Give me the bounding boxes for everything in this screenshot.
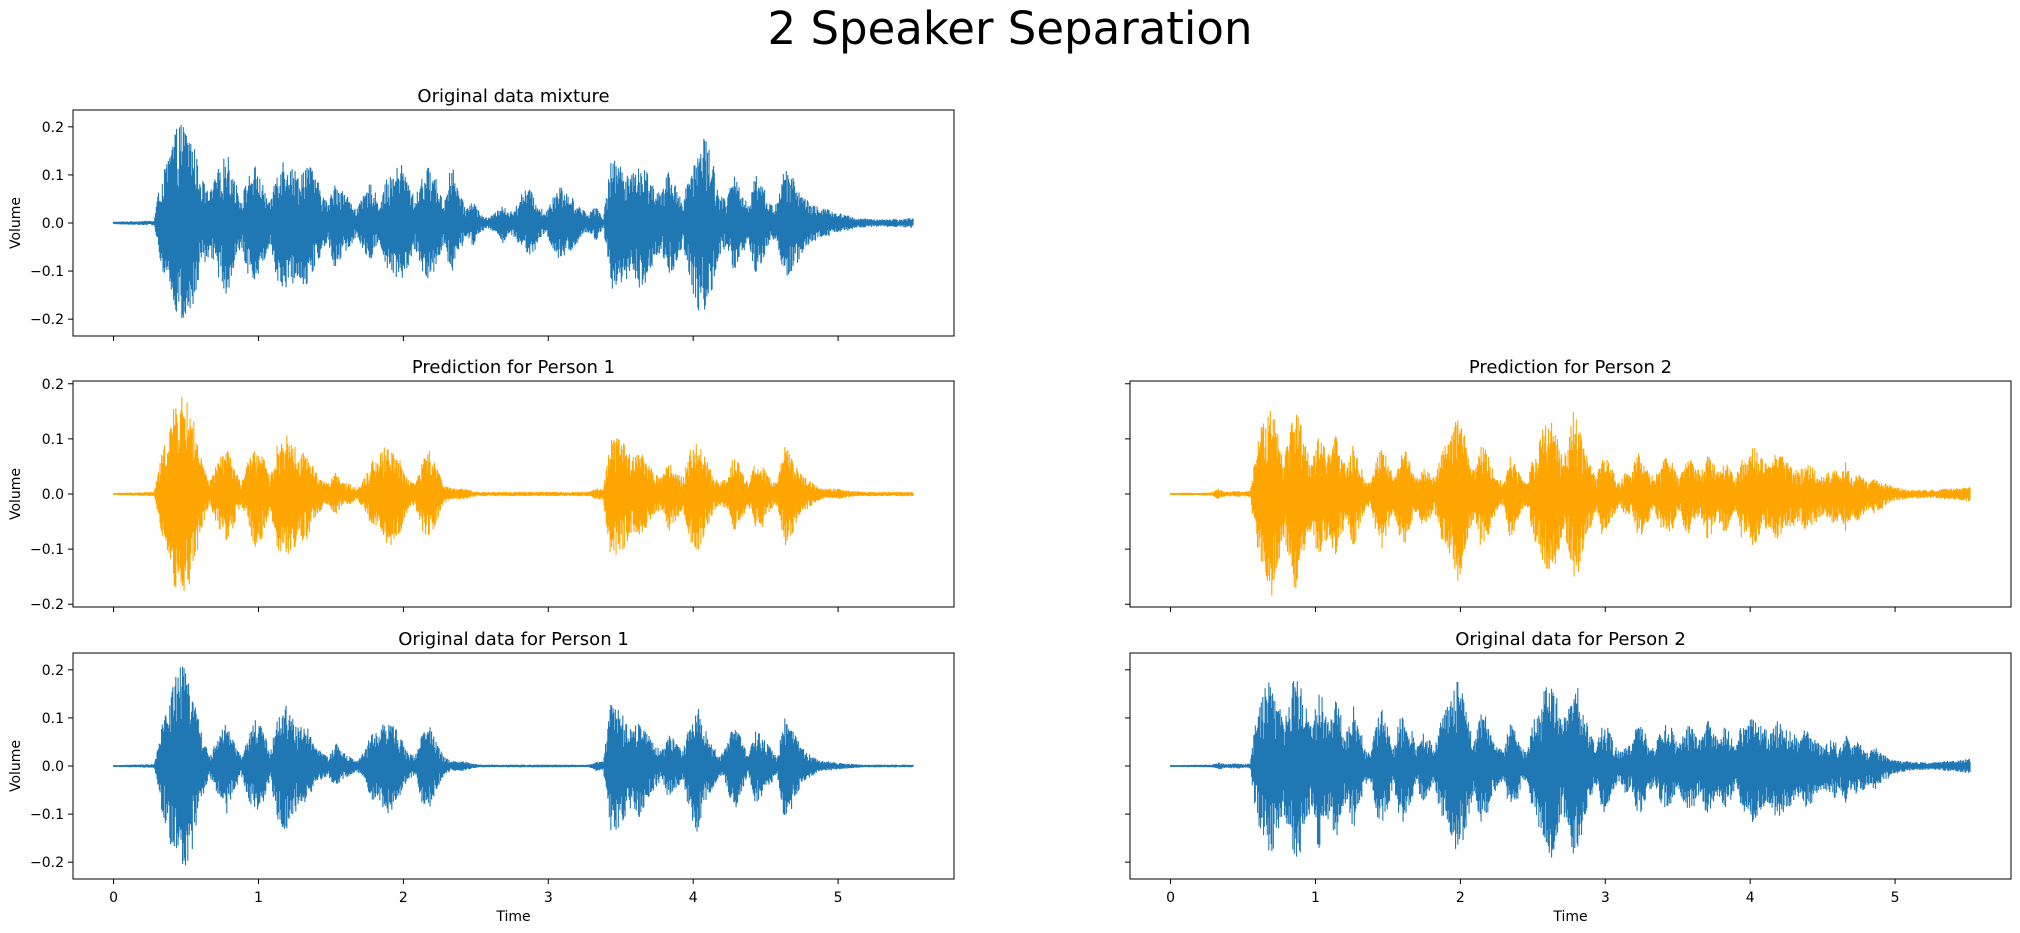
y-tick-label: −0.2 [30,312,64,328]
x-tick-label: 3 [544,890,553,906]
waveform [1170,681,1971,858]
waveform-path [1170,410,1971,596]
y-axis-label: Volume [8,740,24,792]
waveform [113,396,914,591]
y-tick-label: −0.1 [30,807,64,823]
y-tick-label: 0.1 [42,711,64,727]
panel-title: Original data for Person 2 [1455,629,1686,650]
y-tick-label: 0.1 [42,168,64,184]
y-tick-label: 0.2 [42,663,64,679]
x-tick-label: 1 [1311,890,1320,906]
y-tick-label: 0.0 [42,216,64,232]
y-axis-label: Volume [8,197,24,249]
x-tick-label: 1 [254,890,263,906]
panel-original-mixture: −0.2 −0.1 0.0 0.1 0.2 Original data mixture Vo… [8,86,955,341]
y-tick-label: −0.1 [30,264,64,280]
x-tick-label: 5 [834,890,843,906]
y-tick-label: 0.0 [42,759,64,775]
panel-original-person-1: −0.2 −0.1 0.0 0.1 0.2 0 1 2 3 4 5 Original data for… [8,629,955,925]
y-tick-label: 0.1 [42,432,64,448]
x-tick-label: 4 [689,890,698,906]
x-tick-label: 3 [1601,890,1610,906]
x-tick-label: 5 [1891,890,1900,906]
panel-title: Original data mixture [417,86,609,107]
figure-title: 2 Speaker Separation [768,2,1253,55]
panel-prediction-person-2: Prediction for Person 2 [1125,357,2012,612]
panel-title: Prediction for Person 1 [412,357,615,378]
y-tick-label: 0.2 [42,377,64,393]
x-axis-label: Time [495,909,530,925]
panel-title: Prediction for Person 2 [1469,357,1672,378]
x-axis-label: Time [1552,909,1587,925]
panel-prediction-person-1: −0.2 −0.1 0.0 0.1 0.2 Prediction for Person 1… [8,357,955,613]
waveform [113,125,914,319]
waveform [1170,410,1971,596]
x-tick-label: 0 [1166,890,1175,906]
x-tick-label: 4 [1746,890,1755,906]
x-tick-label: 2 [1456,890,1465,906]
panel-original-person-2: 0 1 2 3 4 5 Original data for Person 2 Time [1125,629,2012,925]
waveform [113,666,914,866]
waveform-path [1170,681,1971,858]
y-tick-label: −0.2 [30,597,64,613]
waveform-path [113,125,914,319]
x-tick-label: 0 [109,890,118,906]
y-tick-label: −0.2 [30,855,64,871]
y-tick-label: −0.1 [30,542,64,558]
y-tick-label: 0.2 [42,120,64,136]
x-tick-label: 2 [399,890,408,906]
y-axis-label: Volume [8,468,24,520]
y-tick-label: 0.0 [42,487,64,503]
panel-title: Original data for Person 1 [398,629,629,650]
